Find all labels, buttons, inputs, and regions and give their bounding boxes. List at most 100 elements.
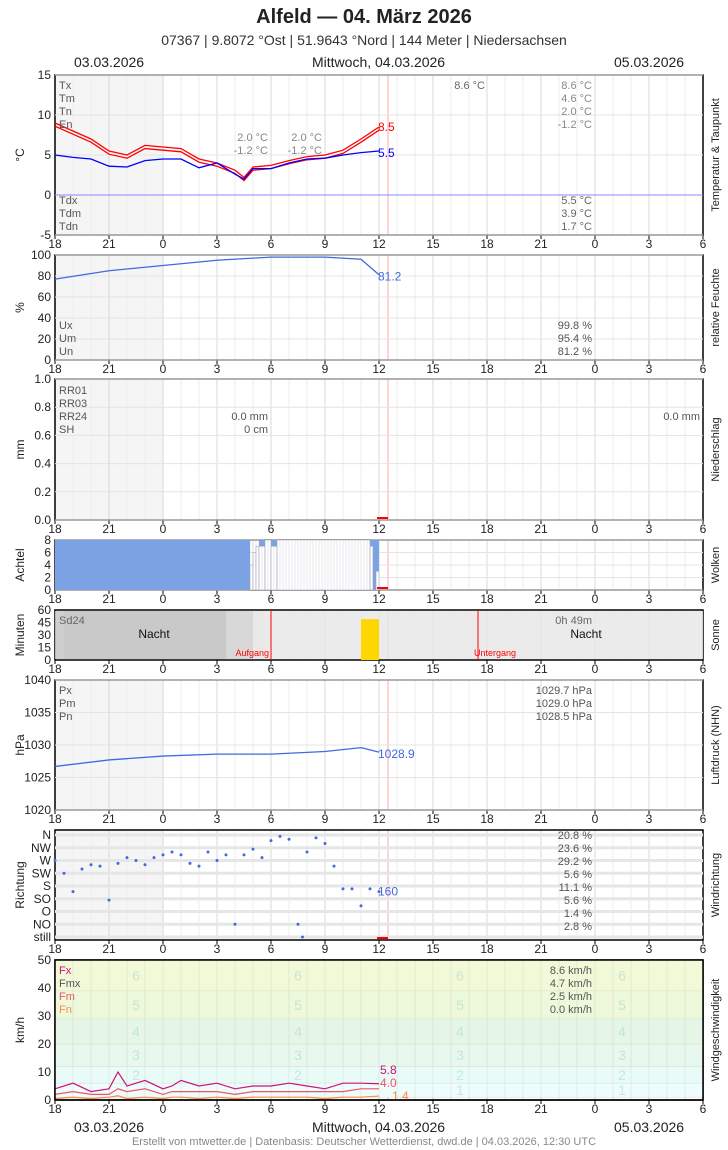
x-tick-label: 21 bbox=[534, 662, 548, 676]
direction-share: 1.4 % bbox=[564, 908, 592, 920]
dew-last-value: 5.5 bbox=[378, 146, 395, 160]
x-tick-label: 0 bbox=[160, 592, 167, 606]
x-tick-label: 18 bbox=[480, 592, 494, 606]
stat-label: Tdx bbox=[59, 195, 78, 207]
x-tick-label: 12 bbox=[372, 942, 386, 956]
direction-share: 23.6 % bbox=[558, 843, 592, 855]
panel-title: Temperatur & Taupunkt bbox=[710, 98, 722, 212]
y-tick-label: 5 bbox=[44, 148, 51, 162]
x-tick-label: 12 bbox=[372, 362, 386, 376]
wind-direction-point bbox=[188, 861, 192, 865]
wind-Fx-line bbox=[54, 1070, 380, 1093]
x-tick-label: 12 bbox=[372, 812, 386, 826]
dewpoint-line bbox=[54, 150, 380, 180]
stat-value: 99.8 % bbox=[558, 320, 592, 332]
night-label: Nacht bbox=[570, 627, 602, 641]
panel-title: Sonne bbox=[710, 619, 722, 651]
wind-direction-point bbox=[314, 836, 318, 840]
wind-direction-point bbox=[71, 890, 75, 894]
y-tick-label: 1040 bbox=[24, 673, 51, 687]
y-tick-label: 0 bbox=[44, 583, 51, 597]
beaufort-number: 2 bbox=[294, 1067, 302, 1083]
wind-direction-point bbox=[134, 859, 138, 862]
stat-label: Tdm bbox=[59, 208, 81, 220]
pressure-line bbox=[54, 746, 380, 768]
stat-label: Fm bbox=[59, 991, 75, 1003]
beaufort-number: 4 bbox=[294, 1023, 302, 1039]
stat-value: 8.6 km/h bbox=[550, 965, 592, 977]
stat-value: 1.7 °C bbox=[561, 221, 592, 233]
direction-share: 5.6 % bbox=[564, 869, 592, 881]
date-left-bottom: 03.03.2026 bbox=[74, 1119, 145, 1135]
x-tick-label: 9 bbox=[322, 942, 329, 956]
x-tick-label: 9 bbox=[322, 592, 329, 606]
y-tick-label: 0.6 bbox=[34, 428, 51, 442]
beaufort-number: 3 bbox=[294, 1047, 302, 1063]
stat-value: 0.0 km/h bbox=[550, 1004, 592, 1016]
x-tick-label: 18 bbox=[480, 942, 494, 956]
stat-label: Px bbox=[59, 685, 72, 697]
y-tick-label: -5 bbox=[40, 228, 51, 242]
wind-Fn-line bbox=[54, 1095, 380, 1100]
footer-credits: Erstellt von mtwetter.de | Datenbasis: D… bbox=[131, 1136, 597, 1148]
beaufort-number: 4 bbox=[132, 1023, 140, 1039]
stat-value: 4.6 °C bbox=[561, 93, 592, 105]
wind-direction-point bbox=[116, 861, 120, 865]
wind-direction-point bbox=[89, 863, 93, 867]
beaufort-number: 2 bbox=[618, 1067, 626, 1083]
cloud-bar bbox=[373, 540, 376, 590]
x-tick-label: 6 bbox=[268, 592, 275, 606]
stat-value: 2.5 km/h bbox=[550, 991, 592, 1003]
x-tick-label: 18 bbox=[48, 812, 62, 826]
x-tick-label: 9 bbox=[322, 362, 329, 376]
panel-title: Wolken bbox=[710, 547, 722, 583]
x-tick-label: 0 bbox=[592, 942, 599, 956]
x-tick-label: 0 bbox=[160, 362, 167, 376]
cloud-bar bbox=[370, 540, 373, 547]
x-tick-label: 18 bbox=[48, 1102, 62, 1116]
wind-direction-point bbox=[359, 904, 363, 908]
x-tick-label: 6 bbox=[700, 362, 707, 376]
x-tick-label: 21 bbox=[534, 362, 548, 376]
x-tick-label: 15 bbox=[426, 362, 440, 376]
stat-label: Ux bbox=[59, 320, 73, 332]
y-tick-label: 10 bbox=[38, 108, 52, 122]
sunshine-bar bbox=[361, 619, 379, 660]
direction-share: 29.2 % bbox=[558, 856, 592, 868]
wind-direction-point bbox=[251, 847, 255, 851]
sunshine-total: 0h 49m bbox=[555, 615, 592, 627]
night-shade bbox=[64, 611, 226, 659]
sunshine-label: Sd24 bbox=[59, 615, 85, 627]
y-tick-label: W bbox=[40, 854, 52, 868]
wind-direction-point bbox=[287, 837, 291, 841]
stat-value: -1.2 °C bbox=[558, 119, 592, 131]
x-tick-label: 15 bbox=[426, 662, 440, 676]
x-tick-label: 18 bbox=[480, 662, 494, 676]
x-tick-label: 0 bbox=[160, 812, 167, 826]
x-tick-label: 18 bbox=[480, 812, 494, 826]
beaufort-band bbox=[54, 959, 704, 992]
wind-last-value: 1.4 bbox=[392, 1089, 409, 1103]
wind-direction-point bbox=[152, 856, 156, 860]
y-tick-label: 0 bbox=[44, 653, 51, 667]
y-axis-label: Richtung bbox=[13, 861, 27, 908]
x-tick-label: 0 bbox=[160, 662, 167, 676]
x-tick-label: 21 bbox=[534, 237, 548, 251]
x-tick-label: 6 bbox=[268, 662, 275, 676]
beaufort-number: 2 bbox=[456, 1067, 464, 1083]
stat-label: RR01 bbox=[59, 385, 87, 397]
x-tick-label: 21 bbox=[102, 942, 116, 956]
x-tick-label: 21 bbox=[102, 1102, 116, 1116]
beaufort-number: 3 bbox=[132, 1047, 140, 1063]
x-tick-label: 18 bbox=[48, 362, 62, 376]
x-tick-label: 18 bbox=[48, 237, 62, 251]
stat-label: Tn bbox=[59, 106, 72, 118]
y-axis-label: mm bbox=[13, 440, 27, 460]
direction-share: 2.8 % bbox=[564, 921, 592, 933]
y-tick-label: 20 bbox=[38, 332, 52, 346]
wind-direction-point bbox=[197, 864, 201, 868]
wind-direction-point bbox=[53, 859, 57, 862]
y-tick-label: 2 bbox=[44, 571, 51, 585]
wind-direction-point bbox=[233, 922, 237, 926]
